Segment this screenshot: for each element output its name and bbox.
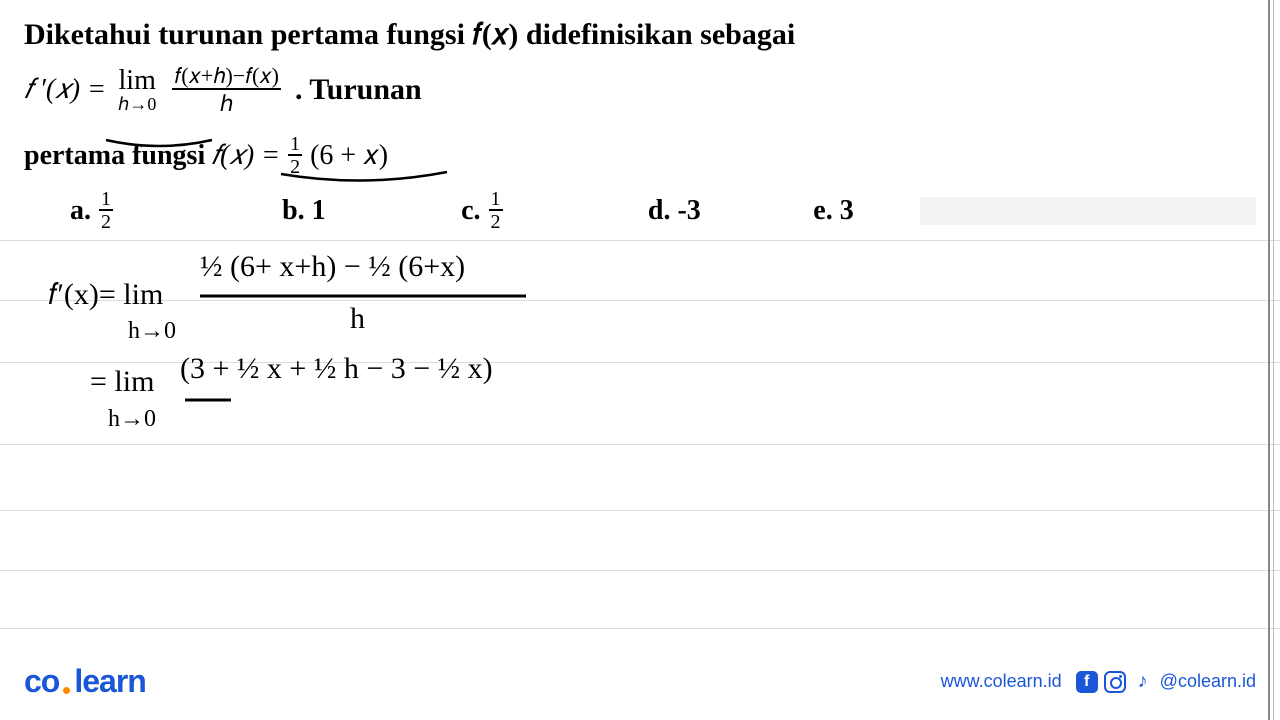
handwriting-equals-lim: = lim (90, 365, 154, 399)
question-line1: Diketahui turunan pertama fungsi 𝑓(𝑥) di… (24, 18, 1256, 52)
footer-handle: @colearn.id (1160, 671, 1256, 692)
fx-equals: 𝑓(𝑥) = (211, 140, 280, 172)
handwriting-num1: ½ (6+ x+h) − ½ (6+x) (200, 250, 465, 284)
footer-right: www.colearn.id f ♪ @colearn.id (941, 671, 1256, 693)
rule-line (0, 570, 1280, 571)
option-c: c. 1 2 (461, 189, 648, 232)
difference-quotient: 𝑓(𝑥+ℎ)−𝑓(𝑥) ℎ (172, 64, 281, 116)
footer: co learn www.colearn.id f ♪ @colearn.id (0, 663, 1280, 700)
social-icons: f ♪ @colearn.id (1076, 671, 1256, 693)
option-e: e. 3 (813, 195, 920, 227)
six-plus-x: (6 + 𝑥) (310, 140, 388, 172)
rule-line (0, 240, 1280, 241)
handwriting-num2: (3 + ½ x + ½ h − 3 − ½ x) (180, 352, 493, 386)
rule-line (0, 444, 1280, 445)
option-a-label: a. (70, 195, 91, 227)
option-c-value: 1 2 (489, 189, 503, 232)
handwriting-hto0-2: h→0 (108, 406, 156, 433)
option-c-label: c. (461, 195, 480, 227)
half-num: 1 (288, 134, 302, 156)
instagram-icon (1104, 671, 1126, 693)
dq-denominator: ℎ (220, 90, 234, 116)
handwriting-hto0-1: h→0 (128, 318, 176, 345)
turunan-label: . Turunan (295, 73, 422, 107)
colearn-logo: co learn (24, 663, 146, 700)
option-b: b. 1 (282, 195, 461, 227)
option-d: d. -3 (648, 195, 813, 227)
pertama-fungsi: pertama fungsi (24, 140, 205, 172)
lim-sub: ℎ→0 (118, 95, 156, 113)
option-a: a. 1 2 (70, 189, 282, 232)
question-line3: pertama fungsi 𝑓(𝑥) = 1 2 (6 + 𝑥) (24, 134, 1256, 177)
fprime-equals: 𝑓 ′(𝑥) = (24, 74, 106, 106)
page-edge-line (1268, 0, 1270, 720)
rule-line (0, 628, 1280, 629)
limit-block: lim ℎ→0 (118, 67, 156, 113)
page-edge-line-2 (1273, 0, 1274, 720)
option-a-value: 1 2 (99, 189, 113, 232)
lim-text: lim (119, 67, 156, 95)
logo-learn: learn (74, 663, 145, 700)
tiktok-icon: ♪ (1132, 671, 1154, 693)
footer-url: www.colearn.id (941, 671, 1062, 692)
answer-highlight-box (920, 197, 1256, 225)
rule-line (0, 300, 1280, 301)
dq-numerator: 𝑓(𝑥+ℎ)−𝑓(𝑥) (172, 64, 281, 90)
logo-co: co (24, 663, 59, 700)
handwriting-den1: h (350, 302, 365, 336)
handwriting-fracbar-1 (198, 292, 528, 300)
derivative-definition: 𝑓 ′(𝑥) = lim ℎ→0 𝑓(𝑥+ℎ)−𝑓(𝑥) ℎ . Turunan (24, 64, 1256, 116)
handwriting-fprime: 𝑓′(x)= lim (48, 278, 163, 312)
logo-dot-icon (63, 687, 70, 694)
facebook-icon: f (1076, 671, 1098, 693)
handwriting-fracbar-2 (183, 396, 233, 404)
answer-options: a. 1 2 b. 1 c. 1 2 d. -3 e. 3 (24, 189, 1256, 232)
rule-line (0, 510, 1280, 511)
underline-annotation-2 (279, 170, 449, 184)
